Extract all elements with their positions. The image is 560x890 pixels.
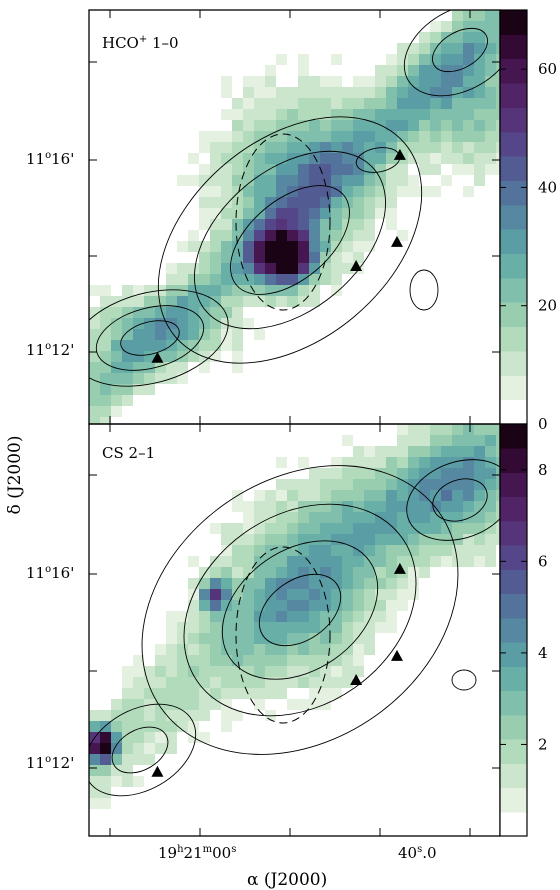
marker-triangle (350, 673, 363, 685)
contours-cs (89, 459, 500, 797)
panel-cs: CS 2–1 (89, 424, 500, 809)
marker-triangle (393, 148, 406, 160)
ytick-label-top-2: 11o12' (26, 341, 74, 359)
marker-triangle (390, 235, 403, 247)
markers-hco (151, 148, 406, 363)
ytick-label-top-1: 11o16' (26, 150, 74, 168)
colorbar-tick-label: 40 (538, 178, 557, 196)
xtick-label-2: 40s.0 (398, 844, 437, 862)
colorbar-hco: 0 20 40 60 (499, 9, 557, 433)
colorbar-tick-label: 20 (538, 297, 557, 315)
contours-hco (89, 10, 500, 387)
colorbar-tick-label: 60 (538, 60, 557, 78)
beam-ellipse-cs (235, 546, 331, 724)
markers-cs (151, 562, 406, 777)
panel-title-hco: HCO+ 1–0 (102, 34, 179, 52)
beam-ellipse-hco (235, 133, 331, 311)
x-axis-label: α (J2000) (247, 870, 327, 890)
colorbar-tick-label: 0 (538, 415, 548, 433)
axis-ticks (89, 10, 500, 836)
marker-triangle (151, 351, 164, 363)
xtick-label-1: 19h21m00s (158, 844, 236, 862)
heatmap-cs (89, 424, 500, 809)
ytick-label-bot-2: 11o12' (26, 754, 74, 772)
marker-triangle (390, 649, 403, 661)
colorbar-tick-label: 8 (538, 461, 548, 479)
marker-triangle (350, 259, 363, 271)
ytick-label-bot-1: 11o16' (26, 564, 74, 582)
heatmap-hco (89, 10, 500, 424)
colorbar-cs: 2 4 6 8 (499, 423, 548, 837)
marker-triangle (151, 765, 164, 777)
panel-hco: HCO+ 1–0 (89, 10, 500, 424)
colorbar-tick-label: 6 (538, 552, 548, 570)
colorbar-tick-label: 4 (538, 644, 548, 662)
colorbar-tick-label: 2 (538, 735, 548, 753)
marker-triangle (393, 562, 406, 574)
panel-title-cs: CS 2–1 (102, 444, 155, 462)
y-axis-label: δ (J2000) (5, 436, 25, 515)
